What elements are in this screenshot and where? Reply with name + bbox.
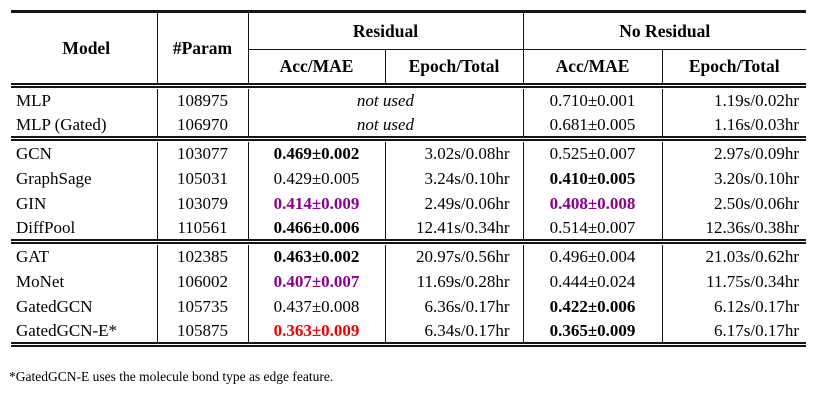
model-cell: GraphSage — [11, 166, 158, 192]
param-cell: 105031 — [157, 166, 249, 192]
table-row: GraphSage 105031 0.429±0.005 3.24s/0.10h… — [11, 166, 806, 192]
table-row: GatedGCN-E* 105875 0.363±0.009 6.34s/0.1… — [11, 319, 806, 345]
table-row: MoNet 106002 0.407±0.007 11.69s/0.28hr 0… — [11, 269, 806, 295]
header-nores-epoch-total: Epoch/Total — [688, 56, 780, 77]
table-row: GAT 102385 0.463±0.002 20.97s/0.56hr 0.4… — [11, 244, 806, 270]
header-model: Model — [11, 11, 158, 86]
nores-time-cell: 2.50s/0.06hr — [714, 194, 800, 214]
nores-acc-cell: 0.408±0.008 — [523, 191, 663, 217]
res-acc-cell: 0.466±0.006 — [248, 216, 386, 242]
nores-time-cell: 12.36s/0.38hr — [705, 217, 800, 237]
header-residual-group: Residual — [248, 11, 524, 50]
table-footnote: *GatedGCN-E uses the molecule bond type … — [9, 369, 334, 384]
nores-time-cell: 3.20s/0.10hr — [714, 169, 800, 189]
table-row: GIN 103079 0.414±0.009 2.49s/0.06hr 0.40… — [11, 191, 806, 217]
param-cell: 103079 — [157, 191, 249, 217]
res-time-cell: 6.36s/0.17hr — [385, 294, 524, 320]
model-cell: MLP (Gated) — [11, 113, 158, 139]
res-acc-cell: 0.469±0.002 — [248, 141, 386, 167]
table-row: MLP (Gated) 106970 not used 0.681±0.005 … — [11, 113, 806, 139]
res-time-cell: 6.34s/0.17hr — [385, 319, 524, 345]
nores-time-cell: 6.17s/0.17hr — [714, 320, 800, 340]
nores-acc-cell: 0.710±0.001 — [523, 88, 663, 114]
param-cell: 105875 — [157, 319, 249, 345]
nores-acc-cell: 0.422±0.006 — [523, 294, 663, 320]
header-res-acc-mae: Acc/MAE — [248, 49, 386, 86]
nores-acc-cell: 0.410±0.005 — [523, 166, 663, 192]
model-cell: MLP — [11, 88, 158, 114]
header-no-residual-group: No Residual — [523, 11, 807, 50]
nores-time-cell: 6.12s/0.17hr — [714, 297, 800, 317]
param-cell: 103077 — [157, 141, 249, 167]
res-acc-cell: 0.429±0.005 — [248, 166, 386, 192]
section-divider — [11, 136, 807, 144]
model-cell: GIN — [11, 191, 158, 217]
nores-time-cell: 2.97s/0.09hr — [714, 144, 800, 164]
res-time-cell: 2.49s/0.06hr — [385, 191, 524, 217]
nores-acc-cell: 0.514±0.007 — [523, 216, 663, 242]
nores-acc-cell: 0.525±0.007 — [523, 141, 663, 167]
res-acc-cell: 0.437±0.008 — [248, 294, 386, 320]
benchmark-results-table: Model #Param Residual No Residual Acc/MA… — [11, 10, 807, 349]
table-row: GatedGCN 105735 0.437±0.008 6.36s/0.17hr… — [11, 294, 806, 320]
nores-acc-cell: 0.496±0.004 — [523, 244, 663, 270]
res-acc-cell: 0.463±0.002 — [248, 244, 386, 270]
table-row: DiffPool 110561 0.466±0.006 12.41s/0.34h… — [11, 216, 806, 242]
res-time-cell: 3.02s/0.08hr — [385, 141, 524, 167]
nores-acc-cell: 0.365±0.009 — [523, 319, 663, 345]
nores-time-cell: 21.03s/0.62hr — [705, 247, 800, 267]
res-time-cell: 12.41s/0.34hr — [385, 216, 524, 242]
header-row-subcolumns: Acc/MAE Epoch/Total Acc/MAE Epoch/Total — [11, 49, 806, 86]
param-cell: 105735 — [157, 294, 249, 320]
table-bottom-rule — [11, 342, 807, 349]
section-divider — [11, 239, 807, 247]
res-time-cell: 11.69s/0.28hr — [385, 269, 524, 295]
nores-time-cell: 1.16s/0.03hr — [714, 114, 800, 134]
header-param: #Param — [157, 11, 249, 86]
param-cell: 108975 — [157, 88, 249, 114]
model-cell: GAT — [11, 244, 158, 270]
nores-acc-cell: 0.444±0.024 — [523, 269, 663, 295]
not-used-cell: not used — [248, 113, 524, 139]
param-cell: 102385 — [157, 244, 249, 270]
model-cell: DiffPool — [11, 216, 158, 242]
nores-acc-cell: 0.681±0.005 — [523, 113, 663, 139]
section-divider — [11, 83, 807, 91]
model-cell: GatedGCN — [11, 294, 158, 320]
not-used-cell: not used — [248, 88, 524, 114]
param-cell: 106970 — [157, 113, 249, 139]
model-cell: MoNet — [11, 269, 158, 295]
nores-time-cell: 1.19s/0.02hr — [714, 91, 800, 111]
res-time-cell: 20.97s/0.56hr — [385, 244, 524, 270]
res-acc-cell: 0.363±0.009 — [248, 319, 386, 345]
nores-time-cell: 11.75s/0.34hr — [706, 272, 800, 292]
model-cell: GatedGCN-E* — [11, 319, 158, 345]
res-acc-cell: 0.407±0.007 — [248, 269, 386, 295]
header-res-epoch-total: Epoch/Total — [385, 49, 524, 86]
header-row-groups: Model #Param Residual No Residual — [11, 11, 807, 86]
param-cell: 106002 — [157, 269, 249, 295]
header-nores-acc-mae: Acc/MAE — [523, 49, 663, 86]
model-cell: GCN — [11, 141, 158, 167]
res-time-cell: 3.24s/0.10hr — [385, 166, 524, 192]
table-row: MLP 108975 not used 0.710±0.001 1.19s/0.… — [11, 88, 806, 114]
param-cell: 110561 — [157, 216, 249, 242]
table-row: GCN 103077 0.469±0.002 3.02s/0.08hr 0.52… — [11, 141, 806, 167]
res-acc-cell: 0.414±0.009 — [248, 191, 386, 217]
